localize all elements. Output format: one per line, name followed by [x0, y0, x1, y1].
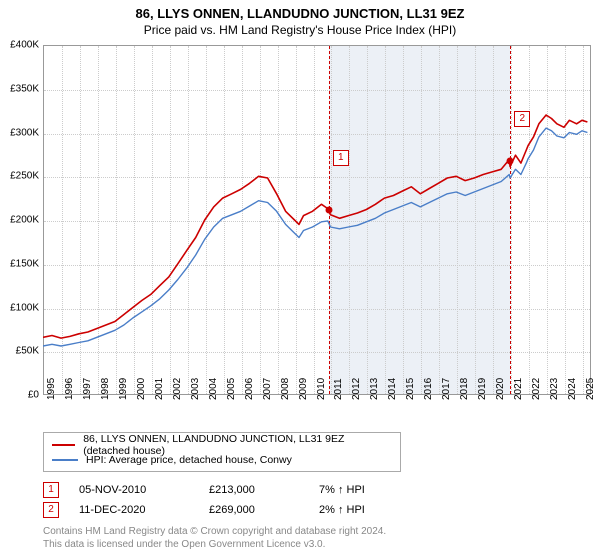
- legend-row: 86, LLYS ONNEN, LLANDUDNO JUNCTION, LL31…: [52, 437, 392, 452]
- x-axis-label: 1999: [118, 378, 129, 400]
- chart-title: 86, LLYS ONNEN, LLANDUDNO JUNCTION, LL31…: [0, 0, 600, 21]
- legend: 86, LLYS ONNEN, LLANDUDNO JUNCTION, LL31…: [43, 432, 401, 472]
- x-axis-label: 2011: [333, 378, 344, 400]
- x-axis-label: 2017: [441, 378, 452, 400]
- x-axis-label: 2025: [585, 378, 596, 400]
- chart-container: 86, LLYS ONNEN, LLANDUDNO JUNCTION, LL31…: [0, 0, 600, 560]
- x-axis-label: 2004: [208, 378, 219, 400]
- y-axis-label: £50K: [16, 346, 39, 357]
- sale-delta: 2% ↑ HPI: [319, 504, 409, 516]
- x-axis-label: 2000: [136, 378, 147, 400]
- sale-price: £213,000: [209, 484, 319, 496]
- y-axis-label: £400K: [10, 40, 39, 51]
- y-axis-label: £0: [28, 390, 39, 401]
- sale-date: 05-NOV-2010: [79, 484, 209, 496]
- y-axis-label: £350K: [10, 83, 39, 94]
- x-axis-label: 2015: [405, 378, 416, 400]
- x-axis-label: 2007: [262, 378, 273, 400]
- x-axis-label: 2019: [477, 378, 488, 400]
- x-axis-label: 2013: [369, 378, 380, 400]
- x-axis-label: 2018: [459, 378, 470, 400]
- sale-price: £269,000: [209, 504, 319, 516]
- x-axis-label: 1997: [82, 378, 93, 400]
- sale-number-box: 2: [43, 502, 59, 518]
- x-axis-label: 1995: [46, 378, 57, 400]
- series-line: [43, 115, 587, 338]
- x-axis-label: 1998: [100, 378, 111, 400]
- x-axis-label: 2009: [298, 378, 309, 400]
- x-axis-label: 2010: [316, 378, 327, 400]
- sale-date: 11-DEC-2020: [79, 504, 209, 516]
- sale-row: 2 11-DEC-2020£269,0002% ↑ HPI: [43, 500, 591, 520]
- x-axis-label: 2016: [423, 378, 434, 400]
- x-axis-label: 2006: [244, 378, 255, 400]
- x-axis-label: 2022: [531, 378, 542, 400]
- legend-swatch: [52, 459, 78, 461]
- y-axis-label: £150K: [10, 258, 39, 269]
- sales-table: 1 05-NOV-2010£213,0007% ↑ HPI 2 11-DEC-2020…: [43, 480, 591, 520]
- x-axis-label: 2021: [513, 378, 524, 400]
- x-axis-label: 2001: [154, 378, 165, 400]
- y-axis-label: £200K: [10, 215, 39, 226]
- x-axis-label: 2003: [190, 378, 201, 400]
- series-lines: [43, 45, 591, 395]
- x-axis-label: 2020: [495, 378, 506, 400]
- sale-delta: 7% ↑ HPI: [319, 484, 409, 496]
- x-axis-label: 2012: [351, 378, 362, 400]
- x-axis-label: 2005: [226, 378, 237, 400]
- x-axis-label: 1996: [64, 378, 75, 400]
- footnote-line2: This data is licensed under the Open Gov…: [43, 539, 325, 550]
- legend-swatch: [52, 444, 75, 446]
- y-axis-label: £100K: [10, 302, 39, 313]
- chart-subtitle: Price paid vs. HM Land Registry's House …: [0, 21, 600, 41]
- x-axis-label: 2008: [280, 378, 291, 400]
- footnote: Contains HM Land Registry data © Crown c…: [43, 526, 591, 551]
- x-axis-label: 2014: [387, 378, 398, 400]
- sale-number-box: 1: [43, 482, 59, 498]
- x-axis-label: 2023: [549, 378, 560, 400]
- x-axis-label: 2024: [567, 378, 578, 400]
- chart-area: 12 £0£50K£100K£150K£200K£250K£300K£350K£…: [43, 45, 591, 395]
- legend-block: 86, LLYS ONNEN, LLANDUDNO JUNCTION, LL31…: [43, 432, 591, 551]
- legend-label: HPI: Average price, detached house, Conw…: [86, 454, 292, 466]
- sale-row: 1 05-NOV-2010£213,0007% ↑ HPI: [43, 480, 591, 500]
- y-axis-label: £250K: [10, 171, 39, 182]
- y-axis-label: £300K: [10, 127, 39, 138]
- footnote-line1: Contains HM Land Registry data © Crown c…: [43, 526, 386, 537]
- x-axis-label: 2002: [172, 378, 183, 400]
